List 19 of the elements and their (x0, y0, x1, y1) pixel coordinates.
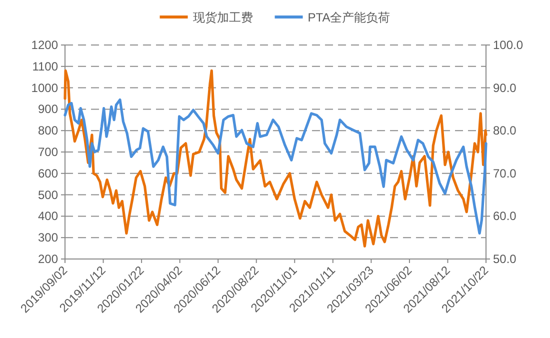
ytick: 600 (38, 166, 58, 180)
ytick: 900 (38, 102, 58, 116)
legend-label: PTA全产能负荷 (308, 10, 390, 24)
y2tick: 50.0 (493, 252, 516, 266)
y2tick: 70.0 (493, 166, 516, 180)
ytick: 200 (38, 252, 58, 266)
ytick: 400 (38, 209, 58, 224)
ytick: 500 (38, 188, 58, 202)
y2tick: 100.0 (493, 38, 524, 52)
ytick: 1100 (32, 59, 58, 74)
ytick: 300 (38, 230, 58, 245)
ytick: 1000 (31, 80, 58, 95)
ytick: 800 (38, 124, 58, 138)
y2tick: 60.0 (493, 209, 516, 224)
y2tick: 80.0 (493, 124, 516, 138)
legend-label: 现货加工费 (192, 10, 253, 24)
ytick: 700 (38, 145, 58, 159)
y2tick: 90.0 (493, 80, 516, 95)
ytick: 1200 (31, 38, 58, 52)
